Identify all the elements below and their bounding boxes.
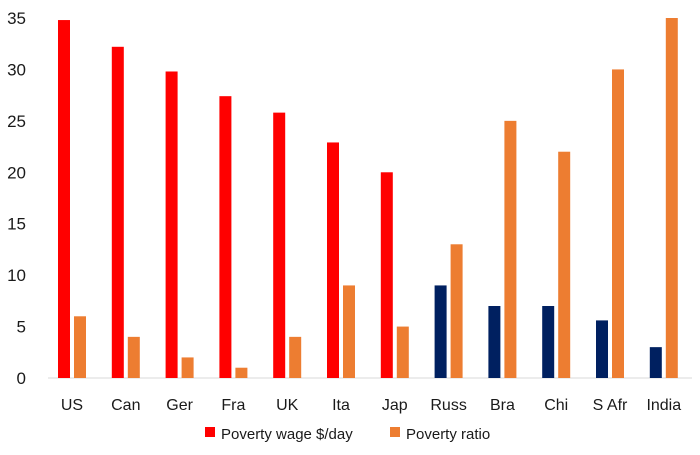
bars <box>58 18 678 379</box>
legend: Poverty wage $/day Poverty ratio <box>205 426 490 443</box>
x-axis: US Can Ger Fra UK Ita Jap Russ Bra Chi S Afr India <box>61 397 681 414</box>
y-tick-label: 30 <box>7 60 26 79</box>
y-tick-label: 20 <box>7 163 26 182</box>
bar-poverty-ratio-ger <box>181 357 194 378</box>
y-axis: 0 5 10 15 20 25 30 35 <box>7 9 26 388</box>
bar-poverty-wage-can <box>111 46 124 379</box>
x-tick-label: S Afr <box>593 397 628 414</box>
y-tick-label: 15 <box>7 215 26 234</box>
bar-poverty-ratio-can <box>127 336 140 378</box>
bar-poverty-wage-ita <box>327 142 339 378</box>
x-tick-label: Ita <box>332 397 350 414</box>
bar-poverty-wage-chi <box>542 306 555 378</box>
x-tick-label: India <box>646 397 681 414</box>
bar-poverty-ratio-jap <box>396 326 409 378</box>
legend-label-series-1: Poverty ratio <box>406 426 490 443</box>
y-tick-label: 25 <box>7 112 26 131</box>
bar-poverty-wage-india <box>649 347 662 378</box>
y-tick-label: 35 <box>7 9 26 28</box>
y-tick-label: 5 <box>17 318 26 337</box>
bar-poverty-wage-uk <box>273 112 286 378</box>
bar-poverty-ratio-s-afr <box>612 69 624 378</box>
bar-poverty-ratio-india <box>665 18 678 378</box>
bar-poverty-ratio-uk <box>289 336 302 378</box>
x-tick-label: Bra <box>490 397 515 414</box>
bar-poverty-ratio-russ <box>450 244 463 378</box>
bar-poverty-ratio-chi <box>558 151 571 378</box>
legend-swatch-series-1 <box>390 427 400 437</box>
bar-poverty-wage-russ <box>434 285 447 378</box>
y-tick-label: 10 <box>7 266 26 285</box>
x-tick-label: US <box>61 397 83 414</box>
bar-poverty-wage-jap <box>380 172 393 378</box>
x-tick-label: Chi <box>544 397 568 414</box>
bar-poverty-wage-s-afr <box>596 320 608 378</box>
x-tick-label: Jap <box>382 397 408 414</box>
bar-poverty-wage-bra <box>488 306 501 378</box>
bar-poverty-wage-fra <box>219 96 232 379</box>
bar-poverty-wage-ger <box>165 71 178 378</box>
x-tick-label: UK <box>276 397 299 414</box>
legend-label-series-0: Poverty wage $/day <box>221 426 353 443</box>
x-tick-label: Russ <box>430 397 466 414</box>
y-tick-label: 0 <box>17 369 26 388</box>
bar-poverty-wage-us <box>58 20 70 379</box>
bar-poverty-ratio-ita <box>343 285 355 378</box>
x-tick-label: Can <box>111 397 140 414</box>
legend-swatch-series-0 <box>205 427 215 437</box>
bar-poverty-ratio-fra <box>235 367 248 378</box>
bar-poverty-ratio-us <box>74 316 86 378</box>
x-tick-label: Ger <box>166 397 193 414</box>
x-tick-label: Fra <box>221 397 245 414</box>
bar-poverty-ratio-bra <box>504 120 517 378</box>
